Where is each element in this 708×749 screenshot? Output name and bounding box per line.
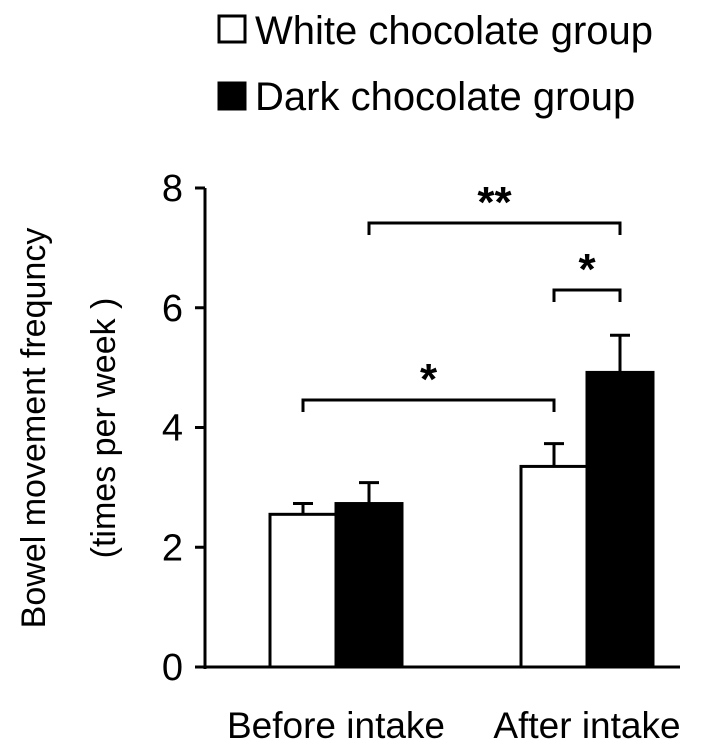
legend-item-dark: Dark chocolate group bbox=[217, 75, 635, 119]
category-label: After intake bbox=[493, 705, 680, 746]
legend-label-dark: Dark chocolate group bbox=[255, 75, 635, 119]
y-tick-label: 2 bbox=[162, 527, 183, 569]
y-axis-label: Bowel movement frequncy (times per week … bbox=[15, 228, 123, 629]
significance-bracket bbox=[552, 288, 622, 302]
significance-label: * bbox=[578, 245, 596, 294]
legend: White chocolate group Dark chocolate gro… bbox=[217, 9, 653, 119]
y-ticks: 0 2 4 6 8 bbox=[162, 168, 205, 689]
y-axis-label-line-2: (times per week ) bbox=[85, 298, 123, 559]
y-tick-label: 6 bbox=[162, 288, 183, 330]
significance-label: ** bbox=[477, 178, 512, 227]
significance-bracket bbox=[367, 221, 622, 235]
legend-label-white: White chocolate group bbox=[255, 9, 653, 53]
category-labels: Before intake After intake bbox=[227, 705, 681, 746]
category-label: Before intake bbox=[227, 705, 445, 746]
error-bars bbox=[293, 333, 630, 515]
bar-white bbox=[519, 464, 589, 669]
significance-brackets: **** bbox=[301, 178, 622, 412]
y-axis-label-line-1: Bowel movement frequncy bbox=[15, 228, 53, 629]
y-tick-label: 8 bbox=[162, 168, 183, 210]
bar-dark bbox=[585, 370, 655, 669]
legend-swatch-white bbox=[217, 14, 247, 44]
significance-label: * bbox=[420, 355, 438, 404]
legend-item-white: White chocolate group bbox=[217, 9, 653, 53]
bar-white bbox=[268, 512, 338, 669]
y-tick-label: 4 bbox=[162, 408, 183, 450]
bars bbox=[268, 370, 655, 669]
significance-bracket bbox=[301, 398, 556, 412]
y-tick-label: 0 bbox=[162, 647, 183, 689]
legend-swatch-dark bbox=[217, 81, 247, 111]
bar-dark bbox=[334, 502, 404, 669]
